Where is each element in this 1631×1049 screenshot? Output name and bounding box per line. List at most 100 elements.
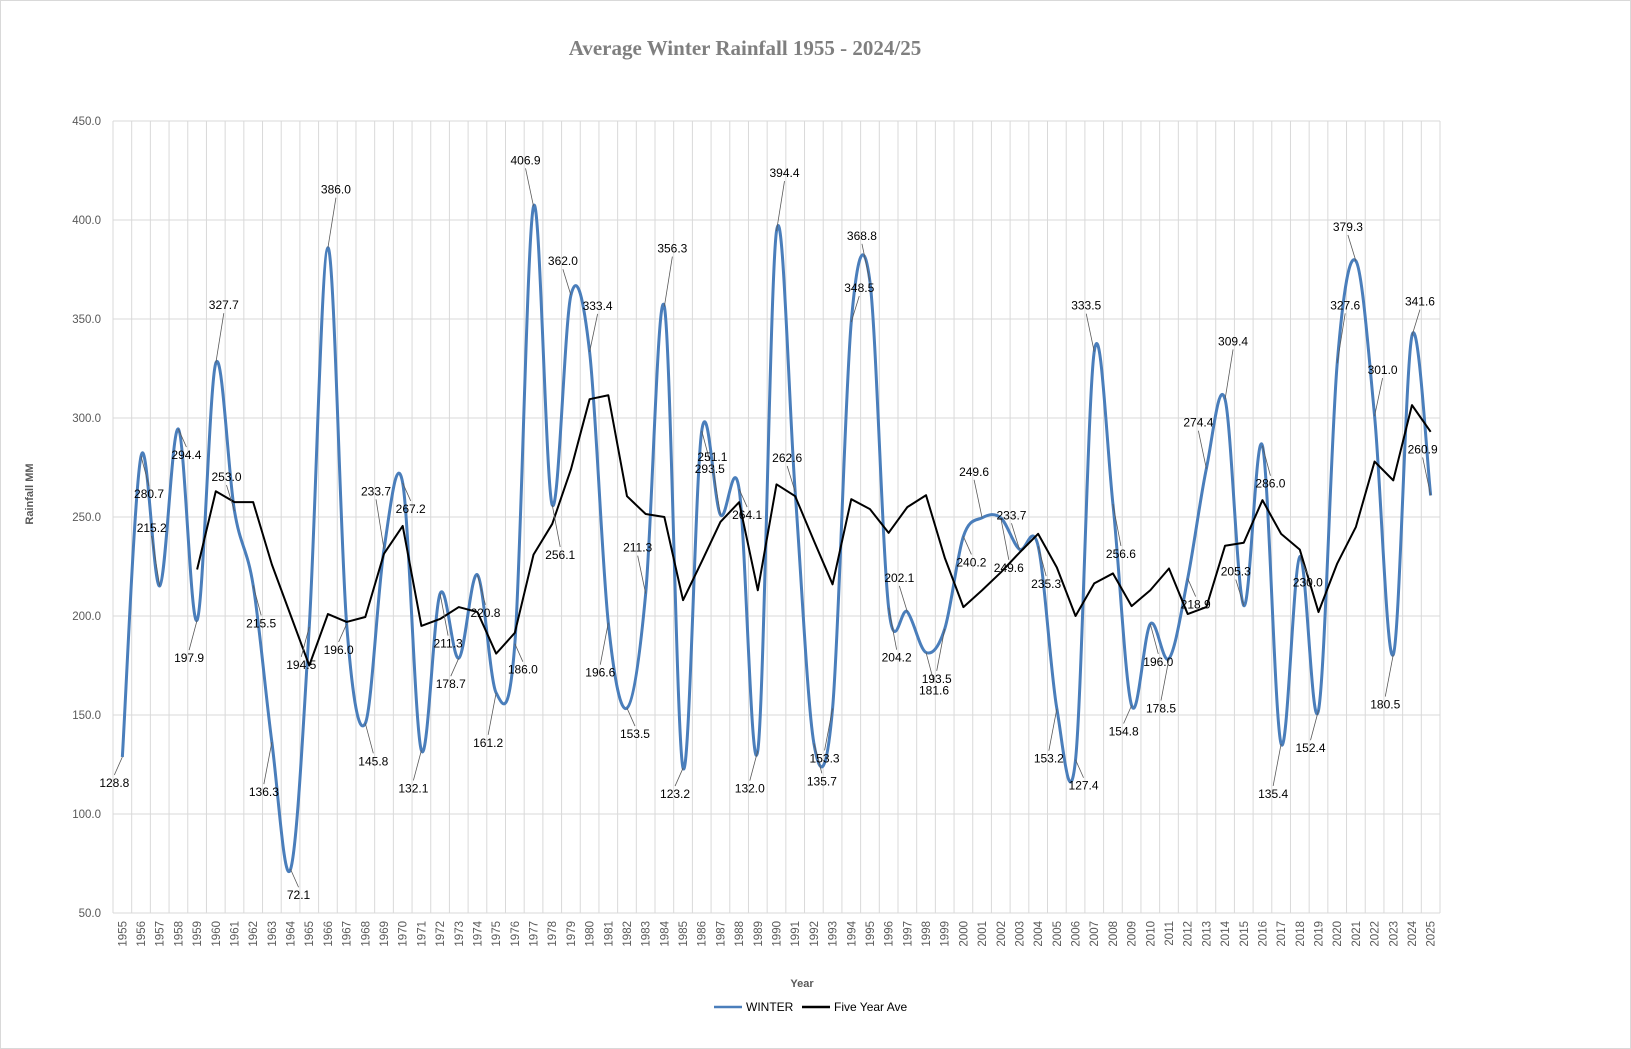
data-label: 132.0 [735, 782, 765, 796]
x-axis-ticks: 1955 1956 1957 1958 1959 1960 1961 1962 1963 1964… [117, 920, 1437, 946]
data-label: 256.6 [1106, 547, 1136, 561]
x-tick-label: 1998 [921, 921, 933, 947]
data-label-leader [861, 243, 871, 282]
data-label-leader [1000, 517, 1010, 560]
x-tick-label: 2022 [1370, 921, 1382, 947]
data-label-leader [151, 535, 161, 586]
data-labels: 128.8 280.7 215.2 294.4 197.9 327.7 253.0 215.5… [99, 153, 1438, 902]
data-label: 220.8 [470, 606, 500, 620]
data-label: 256.1 [545, 548, 575, 562]
data-label-leader [749, 750, 759, 781]
data-label-leader [973, 479, 983, 518]
data-label-leader [1224, 349, 1234, 400]
x-tick-label: 1999 [940, 921, 952, 947]
data-label-leader [738, 488, 748, 508]
x-tick-label: 1983 [641, 921, 653, 947]
x-tick-label: 1976 [510, 921, 522, 947]
x-tick-label: 2009 [1127, 921, 1139, 947]
data-label: 260.9 [1408, 442, 1438, 456]
y-tick-label: 50.0 [79, 908, 101, 920]
data-label: 333.5 [1071, 299, 1101, 313]
data-label: 251.1 [697, 450, 727, 464]
data-label: 233.7 [996, 508, 1026, 522]
x-tick-label: 1993 [828, 921, 840, 947]
data-label-leader [1235, 579, 1245, 606]
x-tick-label: 2020 [1332, 921, 1344, 947]
data-label: 327.7 [209, 298, 239, 312]
x-tick-label: 1989 [753, 921, 765, 947]
x-tick-label: 2007 [1089, 921, 1101, 947]
x-tick-label: 1962 [248, 921, 260, 947]
data-label-leader [1272, 743, 1282, 786]
x-tick-label: 1988 [734, 921, 746, 947]
data-label-leader [290, 869, 299, 888]
x-tick-label: 2021 [1351, 921, 1363, 947]
data-label: 249.6 [959, 465, 989, 479]
data-label-leader [450, 658, 460, 677]
data-label-leader [263, 742, 273, 785]
x-tick-label: 2014 [1220, 920, 1232, 946]
x-tick-label: 1990 [772, 921, 784, 947]
x-tick-label: 2015 [1239, 921, 1251, 947]
winter-series-line [120, 203, 1433, 874]
data-label-leader [626, 707, 636, 727]
x-tick-label: 2019 [1314, 921, 1326, 947]
data-label-leader [338, 623, 347, 643]
x-tick-label: 1992 [809, 921, 821, 947]
data-label: 262.6 [772, 451, 802, 465]
x-tick-label: 1964 [286, 920, 298, 946]
x-tick-label: 2013 [1201, 921, 1213, 947]
x-tick-label: 1978 [547, 921, 559, 947]
x-tick-label: 2023 [1388, 921, 1400, 947]
x-tick-label: 1955 [117, 921, 129, 947]
data-label: 180.5 [1370, 698, 1400, 712]
data-label: 394.4 [769, 166, 799, 180]
data-label-leader [1411, 309, 1421, 336]
data-label: 211.3 [623, 541, 652, 555]
data-label-leader [1075, 759, 1084, 778]
data-label: 153.5 [620, 727, 650, 741]
data-label-leader [1336, 313, 1346, 364]
data-label-leader [300, 626, 310, 657]
x-tick-label: 1971 [416, 921, 428, 947]
data-label: 196.0 [324, 643, 354, 657]
legend: WINTER Five Year Ave [714, 1000, 907, 1014]
data-label-leader [1112, 503, 1122, 547]
x-tick-label: 2017 [1276, 921, 1288, 947]
y-axis-title: Rainfall MM [24, 463, 36, 524]
x-tick-label: 1982 [622, 921, 634, 947]
data-label: 205.3 [1221, 565, 1251, 579]
data-label-leader [252, 585, 262, 616]
data-label-leader [514, 643, 524, 662]
data-label-leader [1160, 658, 1170, 701]
data-label-leader [178, 428, 187, 448]
data-label: 233.7 [361, 484, 391, 498]
x-tick-label: 1987 [715, 921, 727, 947]
data-label-leader [888, 607, 898, 650]
data-label: 293.5 [695, 462, 725, 476]
x-tick-label: 1995 [865, 921, 877, 947]
x-tick-label: 1997 [902, 921, 914, 947]
data-label-leader [1187, 578, 1197, 597]
data-label: 128.8 [99, 776, 129, 790]
x-tick-label: 2006 [1071, 921, 1083, 947]
x-tick-label: 1960 [211, 921, 223, 947]
data-label: 301.0 [1368, 363, 1398, 377]
data-label: 309.4 [1218, 334, 1248, 348]
data-label: 135.4 [1258, 787, 1288, 801]
data-label: 127.4 [1069, 779, 1099, 793]
data-label: 235.3 [1031, 577, 1061, 591]
x-tick-label: 1986 [697, 921, 709, 947]
legend-item: Five Year Ave [802, 1000, 907, 1014]
data-label-leader [1422, 457, 1432, 496]
data-label: 135.7 [807, 774, 837, 788]
x-tick-label: 2024 [1407, 920, 1419, 946]
y-tick-label: 300.0 [72, 413, 101, 425]
data-label-leader [850, 295, 860, 323]
data-label-leader [562, 269, 572, 296]
x-tick-label: 2004 [1033, 920, 1045, 946]
data-label-leader [589, 313, 598, 352]
x-tick-label: 1977 [529, 921, 541, 947]
